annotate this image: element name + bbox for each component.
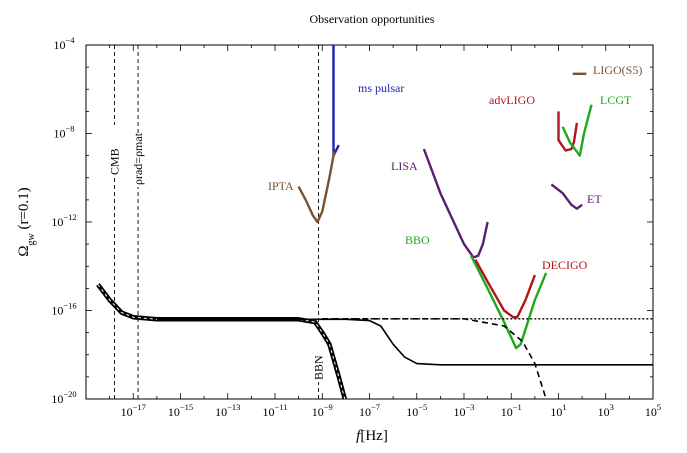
svg-text:f[Hz]: f[Hz] — [356, 428, 388, 444]
series-label: LCGT — [600, 93, 632, 107]
x-tick-label: 103 — [598, 402, 614, 419]
series-label: DECIGO — [542, 258, 588, 272]
series-label: advLIGO — [489, 93, 535, 107]
x-axis-label: f[Hz] — [356, 428, 388, 444]
series-label: LISA — [391, 159, 418, 173]
series-line — [322, 318, 547, 400]
curve-labels: ms pulsar IPTA LISA BBO DECIGO advLIGO LCGT ET L… — [268, 63, 642, 272]
x-tick-label: 10−3 — [453, 402, 474, 419]
x-tick-label: 10−5 — [406, 402, 427, 419]
x-tick-label: 10−9 — [312, 402, 333, 419]
x-tick-label: 10−11 — [263, 402, 288, 419]
chart-title: Observation opportunities — [310, 12, 435, 26]
marker-label-bg — [311, 330, 326, 382]
series-line — [557, 111, 579, 152]
series-label: BBO — [405, 233, 430, 247]
series-label: LIGO(S5) — [593, 63, 642, 77]
series-label: IPTA — [268, 179, 294, 193]
marker-label-bg — [131, 135, 146, 187]
axis-ticks: 10−17 10−15 10−13 10−11 10−9 10−7 10−5 10−3 10−1… — [51, 35, 661, 419]
series-line — [561, 104, 593, 157]
marker-label: CMB — [107, 148, 121, 175]
series-line — [422, 148, 489, 259]
marker-label: ρrad=ρmat — [131, 132, 145, 185]
x-tick-label: 10−13 — [215, 402, 240, 419]
y-tick-label: 10−8 — [53, 124, 74, 141]
vertical-markers: CMB ρrad=ρmat BBN — [107, 45, 326, 399]
y-tick-label: 10−12 — [51, 212, 76, 229]
series-line-overlay — [97, 284, 346, 400]
y-tick-label: 10−20 — [51, 389, 76, 406]
series-line — [550, 183, 583, 210]
x-tick-label: 10−7 — [359, 402, 380, 419]
series-line — [332, 45, 340, 157]
series-line — [470, 255, 548, 350]
x-tick-label: 10−1 — [501, 402, 522, 419]
marker-label: BBN — [312, 355, 326, 380]
series-line — [297, 151, 336, 224]
series-label: ET — [587, 192, 602, 206]
plot-frame — [85, 44, 654, 400]
y-tick-label: 10−16 — [51, 301, 76, 318]
series-layer — [96, 45, 653, 400]
x-tick-label: 101 — [550, 402, 566, 419]
y-tick-label: 10−4 — [53, 35, 75, 52]
series-label: ms pulsar — [358, 81, 404, 95]
series-line — [96, 283, 347, 400]
svg-text:Ωgw (r=0.1): Ωgw (r=0.1) — [16, 187, 37, 256]
y-axis-label: Ωgw (r=0.1) — [16, 187, 37, 256]
x-tick-label: 10−15 — [168, 402, 193, 419]
marker-label-bg — [107, 125, 122, 177]
x-tick-label: 105 — [645, 402, 661, 419]
series-line — [474, 259, 537, 319]
x-tick-label: 10−17 — [121, 402, 146, 419]
series-line — [156, 318, 653, 366]
